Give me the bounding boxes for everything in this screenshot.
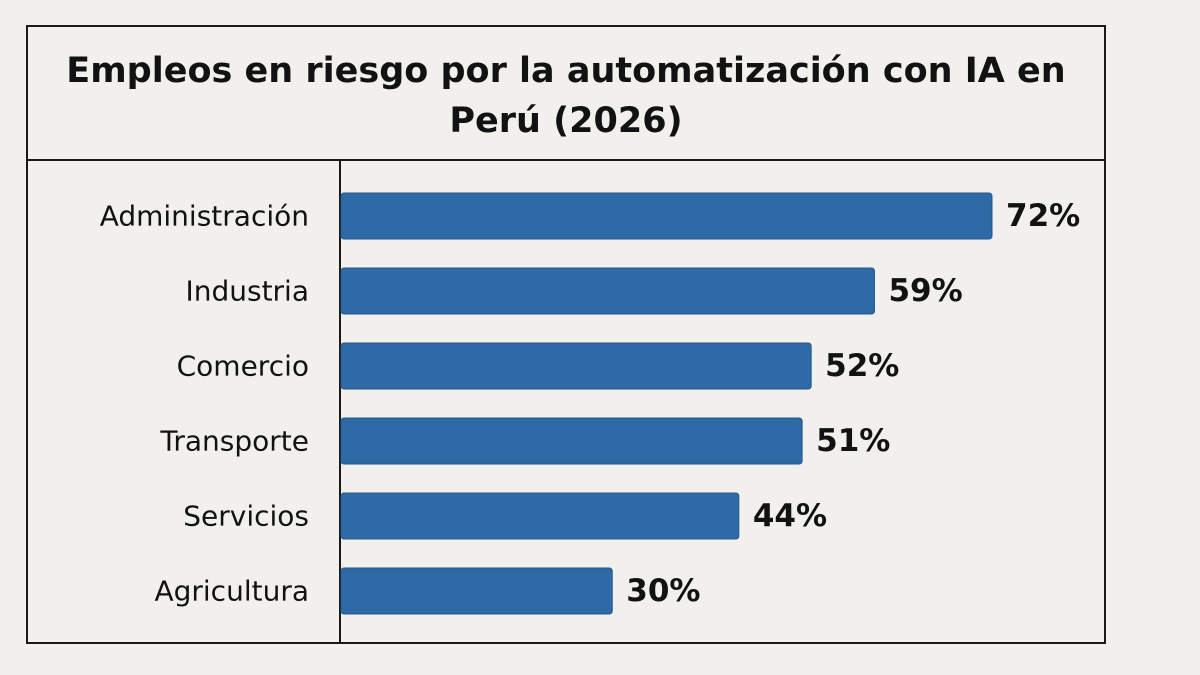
bar [340,342,812,390]
value-label: 52% [825,348,899,384]
category-label: Agricultura [154,575,309,608]
value-label: 51% [816,423,890,459]
chart-title: Empleos en riesgo por la automatización … [66,51,1066,141]
value-label: 30% [626,573,700,609]
chart-frame: Empleos en riesgo por la automatización … [26,25,1106,644]
category-label: Administración [100,200,309,233]
category-label: Industria [185,275,309,308]
plot-area: Administración 72% Industria 59% Comercio 52%… [28,161,1104,644]
bar [340,492,740,540]
bar [340,192,993,240]
bar-chart: Administración 72% Industria 59% Comercio 52%… [100,161,1080,644]
category-label: Transporte [159,425,309,458]
bar [340,567,613,615]
bar [340,267,875,315]
value-label: 59% [888,273,962,309]
chart-title-area: Empleos en riesgo por la automatización … [28,27,1104,161]
value-label: 44% [753,498,827,534]
category-label: Comercio [177,350,309,383]
bar [340,417,803,465]
category-label: Servicios [183,500,309,533]
value-label: 72% [1006,198,1080,234]
